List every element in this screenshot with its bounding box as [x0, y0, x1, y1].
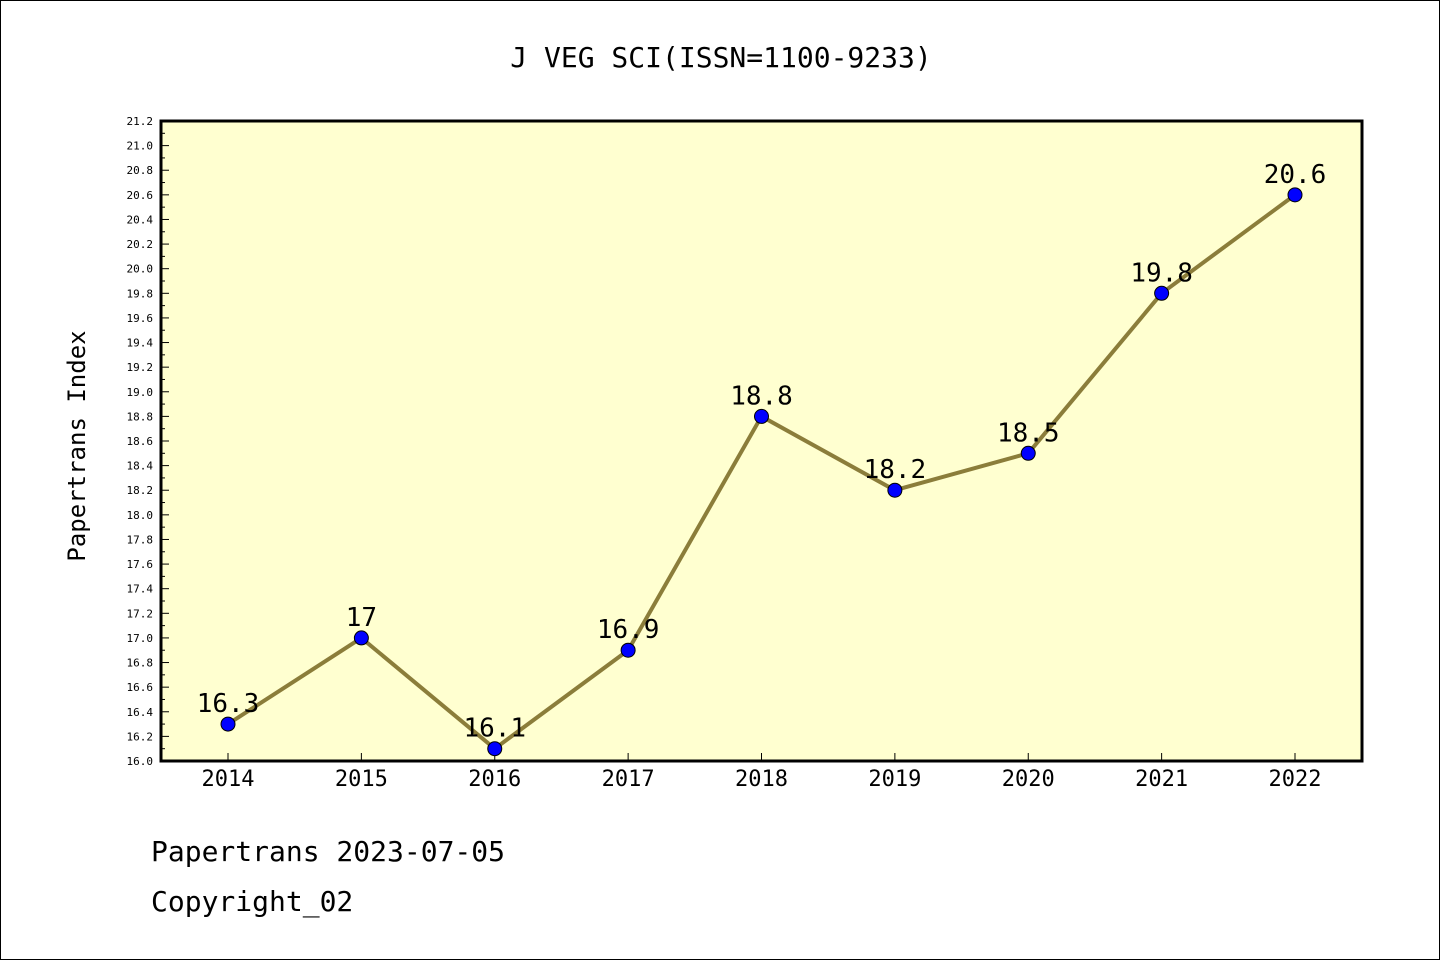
data-label: 18.2 — [864, 455, 927, 485]
y-tick-label: 16.8 — [127, 657, 154, 670]
y-tick-label: 18.2 — [127, 484, 154, 497]
y-tick-label: 16.2 — [127, 730, 154, 743]
data-label: 17 — [346, 603, 377, 633]
y-tick-label: 20.8 — [127, 164, 154, 177]
data-point — [487, 741, 503, 757]
data-label: 20.6 — [1264, 160, 1327, 190]
data-label: 16.1 — [463, 714, 526, 744]
y-tick-label: 18.4 — [127, 460, 154, 473]
data-label: 16.9 — [597, 615, 660, 645]
y-tick-label: 18.6 — [127, 435, 154, 448]
x-tick-label: 2021 — [1135, 767, 1188, 792]
y-tick-label: 21.2 — [127, 115, 154, 128]
y-tick-label: 17.6 — [127, 558, 154, 571]
x-tick-label: 2015 — [335, 767, 388, 792]
y-tick-label: 16.6 — [127, 681, 154, 694]
x-tick-label: 2019 — [868, 767, 921, 792]
data-point — [220, 716, 236, 732]
plot-area — [159, 119, 1364, 763]
y-tick-label: 19.2 — [127, 361, 154, 374]
y-tick-label: 17.2 — [127, 607, 154, 620]
footer-date-line: Papertrans 2023-07-05 — [151, 835, 506, 868]
data-label: 16.3 — [197, 689, 260, 719]
y-tick-label: 19.4 — [127, 337, 154, 350]
data-point — [353, 630, 369, 646]
chart-title: J VEG SCI(ISSN=1100-9233) — [510, 41, 931, 74]
x-tick-label: 2018 — [735, 767, 788, 792]
y-tick-label: 18.0 — [127, 509, 154, 522]
data-point — [1154, 285, 1170, 301]
y-tick-label: 20.0 — [127, 263, 154, 276]
data-label: 18.8 — [730, 381, 793, 411]
data-label: 18.5 — [997, 418, 1060, 448]
x-tick-label: 2017 — [602, 767, 655, 792]
y-tick-label: 16.0 — [127, 755, 154, 768]
series-layer: 16.3 17 16.1 16.9 18.8 18.2 18.5 19.8 20.6 — [197, 160, 1327, 757]
y-tick-label: 21.0 — [127, 140, 154, 153]
y-tick-label: 19.8 — [127, 287, 154, 300]
x-axis: 2014 2015 2016 2017 2018 2019 2020 2021 2022 — [202, 753, 1322, 792]
data-point — [1287, 187, 1303, 203]
y-tick-label: 20.6 — [127, 189, 154, 202]
data-point — [620, 642, 636, 658]
x-tick-label: 2020 — [1002, 767, 1055, 792]
y-tick-label: 19.0 — [127, 386, 154, 399]
y-tick-label: 20.2 — [127, 238, 154, 251]
y-axis-label: Papertrans Index — [63, 330, 91, 561]
x-tick-label: 2014 — [202, 767, 255, 792]
footer-copyright-line: Copyright_02 — [151, 885, 354, 918]
data-point — [887, 482, 903, 498]
data-point — [1020, 445, 1036, 461]
x-tick-label: 2022 — [1269, 767, 1322, 792]
y-tick-label: 16.4 — [127, 706, 154, 719]
x-tick-label: 2016 — [468, 767, 521, 792]
data-label: 19.8 — [1130, 258, 1193, 288]
y-tick-label: 18.8 — [127, 410, 154, 423]
y-tick-label: 17.4 — [127, 583, 154, 596]
y-axis: 16.0 16.2 16.4 16.6 16.8 17.0 17.2 17.4 17.6 17.8… — [127, 115, 169, 768]
y-tick-label: 20.4 — [127, 213, 154, 226]
data-point — [754, 408, 769, 424]
y-tick-label: 17.8 — [127, 533, 154, 546]
y-tick-label: 17.0 — [127, 632, 154, 645]
y-tick-label: 19.6 — [127, 312, 154, 325]
